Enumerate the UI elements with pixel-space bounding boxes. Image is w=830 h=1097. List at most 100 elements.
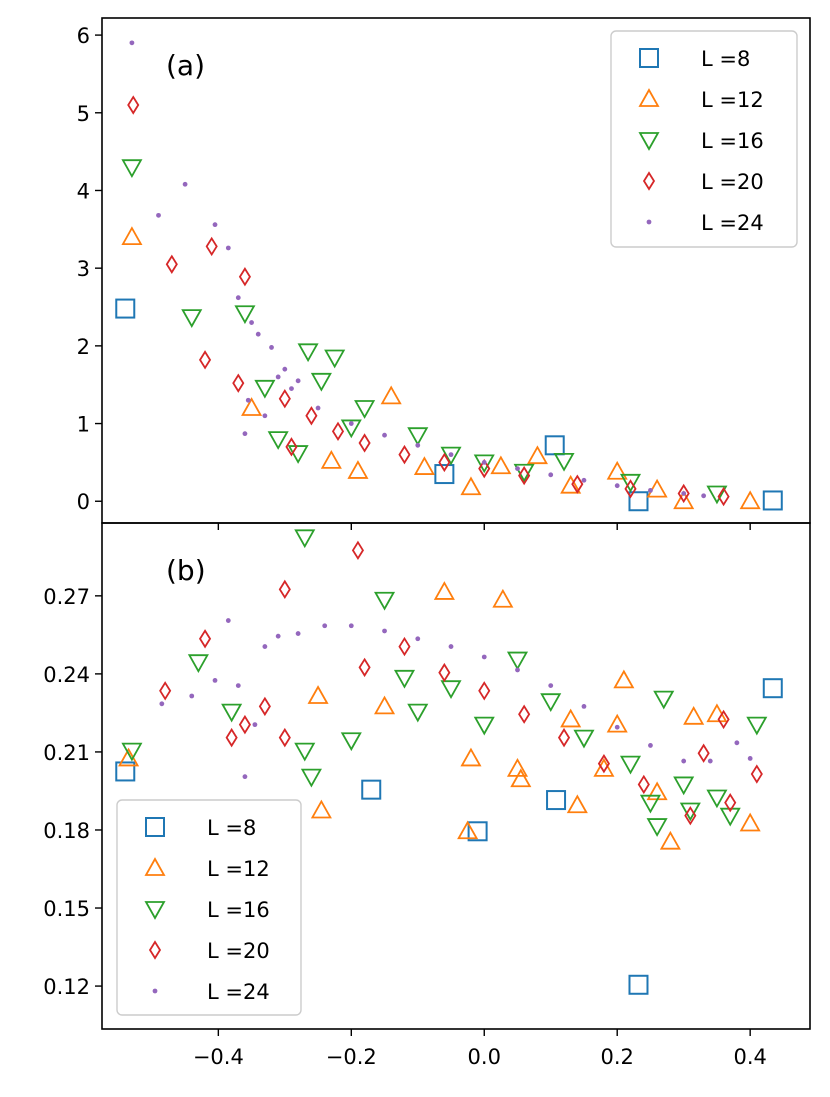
series-l24 bbox=[129, 40, 707, 499]
data-point bbox=[182, 181, 188, 187]
data-point bbox=[681, 758, 687, 764]
data-point bbox=[697, 743, 710, 763]
data-point bbox=[278, 727, 291, 748]
series-l16 bbox=[121, 159, 728, 505]
legend-label: L =20 bbox=[207, 939, 270, 963]
data-point bbox=[440, 680, 462, 700]
panel-label: (b) bbox=[166, 554, 206, 587]
data-point bbox=[566, 794, 588, 814]
data-point bbox=[275, 633, 281, 639]
legend-marker bbox=[148, 940, 162, 960]
data-point bbox=[382, 628, 387, 634]
data-point bbox=[254, 379, 276, 399]
data-point bbox=[717, 709, 730, 730]
data-point bbox=[278, 388, 291, 409]
axes-frame bbox=[101, 522, 811, 1030]
data-point bbox=[467, 821, 488, 842]
data-point bbox=[287, 445, 309, 464]
data-point bbox=[473, 454, 495, 474]
data-point bbox=[310, 799, 332, 819]
data-point bbox=[628, 974, 649, 995]
data-point bbox=[127, 95, 140, 115]
data-point bbox=[614, 483, 620, 489]
legend-marker bbox=[152, 988, 158, 994]
data-point bbox=[614, 724, 620, 730]
data-point bbox=[438, 452, 451, 473]
data-point bbox=[255, 331, 261, 337]
data-point bbox=[434, 464, 455, 485]
data-point bbox=[739, 490, 761, 510]
data-point bbox=[515, 466, 520, 472]
data-point bbox=[518, 465, 531, 486]
data-point bbox=[613, 669, 635, 689]
data-point bbox=[121, 226, 143, 245]
data-point bbox=[380, 385, 402, 405]
data-point bbox=[294, 529, 316, 549]
legend-label: L =20 bbox=[701, 170, 764, 194]
data-point bbox=[315, 405, 321, 411]
data-point bbox=[294, 742, 316, 762]
legend-item: L =8 bbox=[145, 816, 256, 840]
data-point bbox=[295, 631, 301, 636]
data-point bbox=[198, 629, 212, 649]
data-point bbox=[438, 662, 451, 683]
data-point bbox=[581, 704, 587, 709]
data-point bbox=[275, 374, 281, 380]
data-point bbox=[473, 716, 495, 736]
data-point bbox=[747, 756, 753, 761]
data-point bbox=[506, 651, 529, 671]
data-point bbox=[278, 579, 291, 600]
data-point bbox=[448, 452, 454, 458]
data-point bbox=[415, 442, 421, 448]
legend-marker bbox=[638, 132, 660, 151]
data-point bbox=[746, 716, 768, 736]
data-point bbox=[460, 747, 482, 767]
panel-a: 0 1 2 3 4 5 6 (a) L =8 L =12 L =16 L =20 L =24 bbox=[77, 17, 811, 530]
data-point bbox=[249, 320, 254, 325]
data-point bbox=[457, 820, 479, 840]
series-l20 bbox=[159, 540, 763, 826]
legend-marker bbox=[638, 88, 660, 107]
data-point bbox=[513, 463, 535, 483]
data-point bbox=[717, 486, 730, 507]
data-point bbox=[382, 432, 387, 438]
data-point bbox=[212, 677, 218, 683]
legend-item: L =16 bbox=[638, 129, 764, 153]
data-point bbox=[198, 350, 212, 370]
data-point bbox=[238, 714, 251, 735]
data-point bbox=[241, 397, 263, 416]
legend-item: L =24 bbox=[152, 980, 270, 1004]
y-tick-label: 2 bbox=[77, 335, 90, 359]
data-point bbox=[646, 478, 668, 498]
data-point bbox=[181, 309, 203, 328]
data-point bbox=[762, 490, 783, 511]
panel-b: 0.12 0.15 0.18 0.21 0.24 0.27 −0.4 −0.2 0.0 0.2 0.… bbox=[43, 522, 811, 1069]
data-point bbox=[648, 487, 653, 493]
data-point bbox=[593, 758, 615, 777]
data-point bbox=[242, 774, 248, 780]
legend-item: L =12 bbox=[638, 88, 764, 112]
y-tick-label: 5 bbox=[77, 102, 90, 126]
data-points bbox=[115, 40, 783, 512]
data-point bbox=[373, 695, 396, 715]
data-point bbox=[225, 245, 231, 251]
data-point bbox=[448, 644, 454, 649]
data-point bbox=[234, 305, 256, 325]
data-point bbox=[719, 807, 741, 827]
legend-box bbox=[116, 799, 302, 1016]
data-point bbox=[205, 236, 218, 257]
legend-item: L =20 bbox=[148, 939, 270, 963]
data-point bbox=[361, 779, 382, 800]
data-points bbox=[115, 529, 783, 995]
series-l20 bbox=[127, 95, 730, 507]
data-point bbox=[624, 479, 637, 499]
data-point bbox=[571, 474, 584, 494]
series-l24 bbox=[159, 618, 753, 780]
x-tick-label: −0.4 bbox=[193, 1045, 244, 1069]
data-point bbox=[347, 460, 369, 479]
legend: L =8 L =12 L =16 L =20 L =24 bbox=[610, 30, 798, 248]
data-point bbox=[518, 704, 531, 724]
data-point bbox=[677, 483, 690, 504]
data-point bbox=[307, 685, 329, 704]
